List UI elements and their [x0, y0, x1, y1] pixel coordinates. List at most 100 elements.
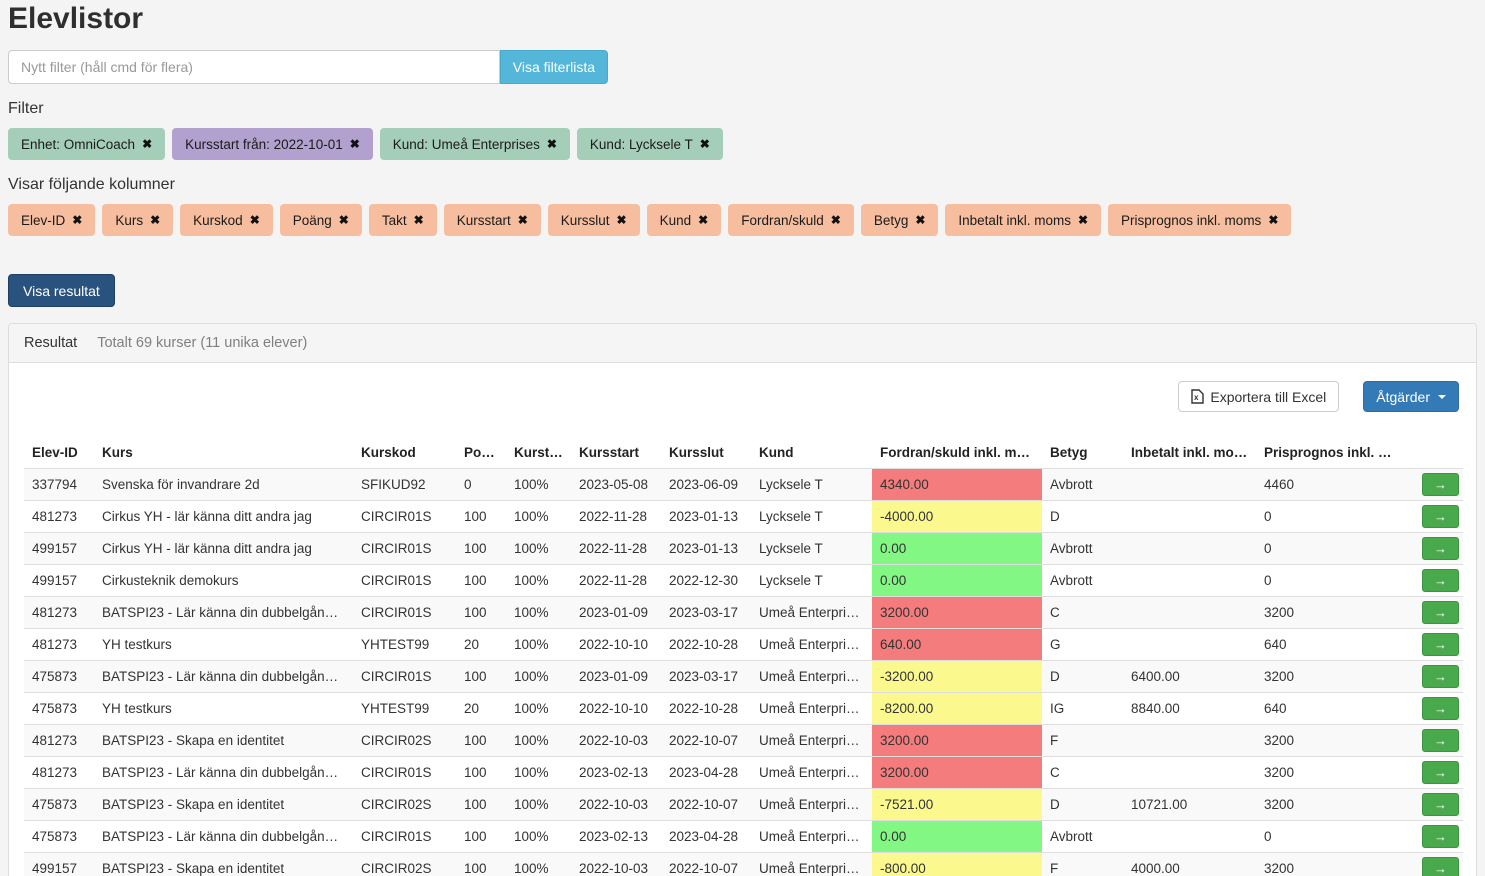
table-cell: 100 — [456, 852, 506, 876]
column-header: Poäng — [456, 438, 506, 469]
table-row: 499157 BATSPI23 - Skapa en identitet CIRCI… — [24, 852, 1463, 876]
column-tag[interactable]: Kurs ✖ — [102, 204, 174, 236]
table-cell: BATSPI23 - Skapa en identitet — [94, 724, 353, 757]
open-row-button[interactable]: → — [1422, 729, 1459, 752]
table-row: 481273 BATSPI23 - Lär känna din dubbelgån… — [24, 596, 1463, 629]
column-tag[interactable]: Prisprognos inkl. moms ✖ — [1108, 204, 1292, 236]
table-cell: 2023-02-13 — [571, 756, 661, 789]
remove-column-icon[interactable]: ✖ — [698, 213, 709, 227]
column-tag[interactable]: Kursslut ✖ — [547, 204, 640, 236]
open-row-button[interactable]: → — [1422, 473, 1459, 496]
table-cell: D — [1042, 500, 1123, 533]
table-cell: 481273 — [24, 500, 94, 533]
table-cell: 4340.00 — [872, 468, 1042, 501]
column-tag[interactable]: Elev-ID ✖ — [8, 204, 96, 236]
table-cell: 2023-01-13 — [661, 500, 751, 533]
remove-column-icon[interactable]: ✖ — [72, 213, 83, 227]
filter-tag[interactable]: Kursstart från: 2022-10-01 ✖ — [172, 128, 373, 160]
column-header: Fordran/skuld inkl. moms — [872, 438, 1042, 469]
table-cell — [1123, 820, 1256, 853]
table-cell: D — [1042, 788, 1123, 821]
table-cell: 3200 — [1256, 852, 1411, 876]
remove-filter-icon[interactable]: ✖ — [142, 137, 153, 151]
column-header: Kund — [751, 438, 872, 469]
column-tag[interactable]: Kursstart ✖ — [443, 204, 541, 236]
table-cell: 100 — [456, 500, 506, 533]
filter-heading: Filter — [8, 100, 44, 117]
table-cell: 481273 — [24, 724, 94, 757]
table-cell: 100% — [506, 788, 571, 821]
table-cell: 3200 — [1256, 660, 1411, 693]
table-cell: Avbrott — [1042, 820, 1123, 853]
open-row-button[interactable]: → — [1422, 761, 1459, 784]
table-cell: 2022-10-07 — [661, 852, 751, 876]
remove-column-icon[interactable]: ✖ — [616, 213, 627, 227]
table-cell: 4000.00 — [1123, 852, 1256, 876]
open-row-button[interactable]: → — [1422, 665, 1459, 688]
filter-tag[interactable]: Kund: Umeå Enterprises ✖ — [379, 128, 570, 160]
column-tag[interactable]: Takt ✖ — [368, 204, 437, 236]
remove-column-icon[interactable]: ✖ — [413, 213, 424, 227]
open-row-button[interactable]: → — [1422, 505, 1459, 528]
column-tag[interactable]: Inbetalt inkl. moms ✖ — [945, 204, 1102, 236]
remove-column-icon[interactable]: ✖ — [1268, 213, 1279, 227]
table-cell: 100% — [506, 564, 571, 597]
open-row-button[interactable]: → — [1422, 601, 1459, 624]
column-tag[interactable]: Kund ✖ — [646, 204, 722, 236]
open-row-button[interactable]: → — [1422, 633, 1459, 656]
columns-heading: Visar följande kolumner — [8, 176, 175, 193]
remove-column-icon[interactable]: ✖ — [338, 213, 349, 227]
table-row: 337794 Svenska för invandrare 2d SFIKUD92 0… — [24, 468, 1463, 501]
table-cell: BATSPI23 - Lär känna din dubbelgångare — [94, 820, 353, 853]
open-row-button[interactable]: → — [1422, 825, 1459, 848]
table-cell — [1123, 500, 1256, 533]
open-row-button[interactable]: → — [1422, 537, 1459, 560]
new-filter-input[interactable] — [8, 50, 500, 84]
column-tag-label: Kursstart — [456, 212, 511, 228]
table-cell: 499157 — [24, 564, 94, 597]
show-results-button[interactable]: Visa resultat — [8, 274, 115, 307]
table-cell: Lycksele T — [751, 532, 872, 565]
table-cell: Umeå Enterprises — [751, 660, 872, 693]
excel-file-icon: x — [1191, 389, 1205, 404]
remove-filter-icon[interactable]: ✖ — [699, 137, 710, 151]
remove-column-icon[interactable]: ✖ — [915, 213, 926, 227]
table-cell: Lycksele T — [751, 564, 872, 597]
remove-filter-icon[interactable]: ✖ — [349, 137, 360, 151]
open-row-button[interactable]: → — [1422, 697, 1459, 720]
open-row-button[interactable]: → — [1422, 569, 1459, 592]
remove-column-icon[interactable]: ✖ — [150, 213, 161, 227]
table-cell: 0 — [1256, 820, 1411, 853]
open-row-button[interactable]: → — [1422, 793, 1459, 816]
column-tag[interactable]: Poäng ✖ — [279, 204, 362, 236]
remove-column-icon[interactable]: ✖ — [1077, 213, 1089, 227]
remove-column-icon[interactable]: ✖ — [830, 213, 841, 227]
table-cell-actions: → — [1411, 852, 1463, 876]
table-cell: YH testkurs — [94, 628, 353, 661]
column-tag-label: Betyg — [873, 212, 909, 228]
table-cell: 2023-04-28 — [661, 756, 751, 789]
table-cell: 100% — [506, 596, 571, 629]
table-cell: 100 — [456, 820, 506, 853]
table-cell-actions: → — [1411, 532, 1463, 565]
table-cell: CIRCIR01S — [353, 564, 456, 597]
remove-filter-icon[interactable]: ✖ — [546, 137, 557, 151]
filter-tag[interactable]: Kund: Lycksele T ✖ — [576, 128, 723, 160]
column-tag[interactable]: Fordran/skuld ✖ — [728, 204, 854, 236]
remove-column-icon[interactable]: ✖ — [517, 213, 528, 227]
remove-column-icon[interactable]: ✖ — [249, 213, 260, 227]
table-cell: 640.00 — [872, 628, 1042, 661]
table-cell: F — [1042, 724, 1123, 757]
actions-dropdown-button[interactable]: Åtgärder — [1363, 381, 1459, 412]
open-row-button[interactable]: → — [1422, 857, 1459, 876]
table-cell: 20 — [456, 628, 506, 661]
column-tag[interactable]: Kurskod ✖ — [180, 204, 273, 236]
table-header-row: Elev-ID Kurs Kurskod Poäng Kurstakt Kursstart… — [24, 438, 1463, 469]
export-excel-button[interactable]: x Exportera till Excel — [1178, 381, 1340, 412]
show-filterlist-button[interactable]: Visa filterlista — [499, 50, 608, 84]
column-tag[interactable]: Betyg ✖ — [860, 204, 939, 236]
actions-label: Åtgärder — [1376, 388, 1430, 405]
filter-tag[interactable]: Enhet: OmniCoach ✖ — [8, 128, 166, 160]
table-cell: 475873 — [24, 788, 94, 821]
column-header: Kursslut — [661, 438, 751, 469]
